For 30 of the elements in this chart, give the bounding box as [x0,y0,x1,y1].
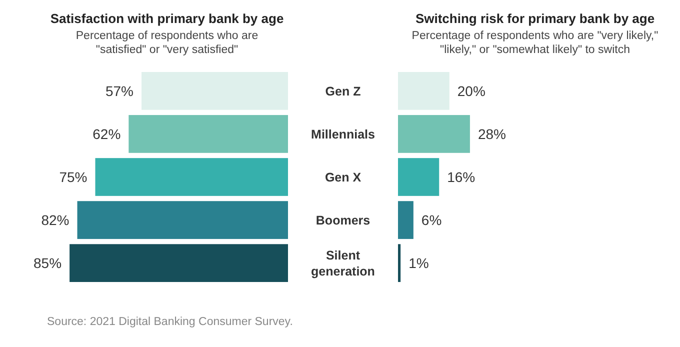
data-label: 6% [421,212,442,228]
chart-title: Satisfaction with primary bank by age [50,11,284,26]
text: Percentage of respondents who are "very likely," "likely," or "somewhat likely" to switch [412,30,658,56]
y-tick-label: Gen X [324,170,362,184]
bar [398,72,450,110]
bar [70,244,288,282]
bar [95,158,288,196]
bar [142,72,288,110]
source-note: Source: 2021 Digital Banking Consumer Survey. [47,316,293,328]
data-label: 16% [447,168,476,185]
bar [398,244,401,282]
bar [77,201,288,239]
chart-subtitle: Percentage of respondents who are "satisfied" or "very satisfied" [76,30,258,56]
data-label: 28% [478,126,506,142]
y-tick-label: Gen Z [325,84,362,98]
bar [128,115,288,153]
data-label: 57% [105,82,134,99]
data-label: 75% [59,168,88,185]
data-label: 82% [41,212,70,228]
bar [398,158,440,196]
data-label: 1% [408,254,429,271]
y-tick-label: Millennials [311,127,375,142]
text: Switching risk for primary bank by age [415,11,655,26]
data-label: 20% [457,82,486,99]
bar [398,201,414,239]
data-label: 62% [92,126,121,142]
y-tick-label: Silent generation [311,248,375,278]
bar [398,115,470,153]
data-label: 85% [34,254,62,271]
y-tick-label: Boomers [316,213,370,228]
